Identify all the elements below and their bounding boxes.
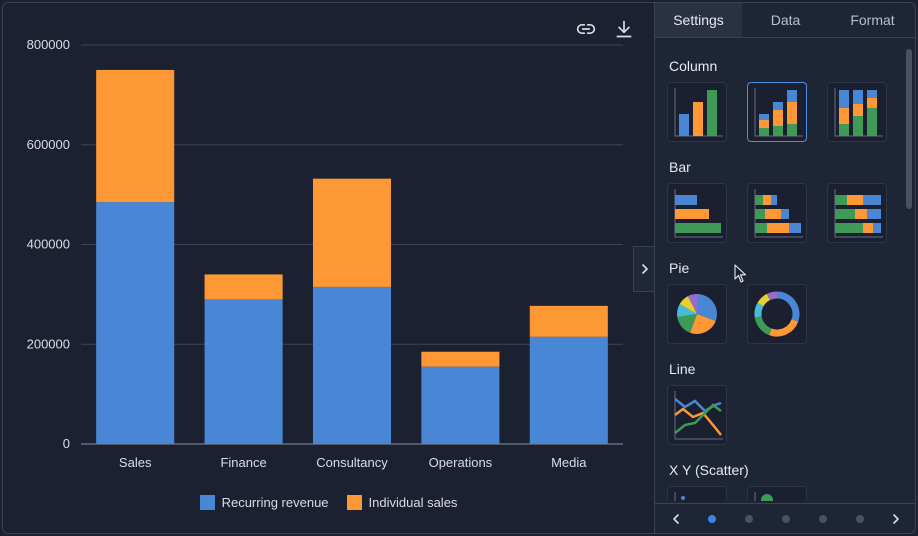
legend-item[interactable]: Individual sales: [346, 495, 458, 510]
pager-dot[interactable]: [856, 514, 864, 523]
chart-legend: Recurring revenue Individual sales: [3, 495, 654, 510]
percent-bar-icon: [834, 189, 883, 238]
chart-type-line[interactable]: [667, 385, 727, 445]
y-tick-label: 200000: [27, 336, 70, 351]
y-tick-label: 400000: [27, 237, 70, 252]
scrollbar-thumb[interactable]: [906, 49, 912, 209]
copy-link-button[interactable]: [574, 17, 598, 41]
bar-chart: 800000 600000 400000 200000 0 Sales Finance Con…: [27, 37, 623, 470]
section-title-line: Line: [669, 361, 696, 377]
scatter-chart-icon: [674, 492, 685, 501]
bar-segment-recurring: [312, 286, 392, 444]
chart-type-column-percent[interactable]: [827, 82, 887, 142]
collapse-panel-button[interactable]: [633, 246, 655, 292]
x-tick-label: Operations: [429, 455, 493, 470]
bar-segment-recurring: [529, 336, 608, 444]
bar-segment-recurring: [421, 366, 500, 444]
download-icon: [616, 20, 632, 38]
chevron-left-icon: [673, 513, 679, 524]
chart-panel: 800000 600000 400000 200000 0 Sales Finance Con…: [3, 3, 654, 533]
chart-type-bubble[interactable]: [747, 486, 807, 501]
bar-segment-individual: [529, 305, 608, 337]
percent-column-icon: [834, 88, 883, 137]
clustered-column-icon: [674, 88, 723, 137]
bar-segment-individual: [421, 351, 500, 367]
tab-settings[interactable]: Settings: [655, 3, 742, 37]
pager-dot[interactable]: [782, 514, 790, 523]
chart-type-list: Column: [655, 39, 903, 501]
x-tick-label: Sales: [119, 455, 152, 470]
chart-type-bar-stacked[interactable]: [747, 183, 807, 243]
x-tick-label: Media: [551, 455, 587, 470]
legend-label: Individual sales: [368, 495, 458, 510]
bar-segment-recurring: [204, 299, 283, 444]
chart-type-bar-percent[interactable]: [827, 183, 887, 243]
pager-dot[interactable]: [819, 514, 827, 523]
pager-dot[interactable]: [745, 514, 753, 523]
stacked-column-icon: [754, 88, 803, 137]
chart-type-pie[interactable]: [667, 284, 727, 344]
line-chart-icon: [674, 391, 723, 440]
section-title-bar: Bar: [669, 159, 691, 175]
pager-dots: [708, 514, 864, 523]
legend-swatch: [346, 495, 362, 510]
chart-type-column-clustered[interactable]: [667, 82, 727, 142]
chevron-right-icon: [893, 513, 899, 524]
bar-segment-individual: [312, 178, 392, 287]
panel-pager: [655, 503, 915, 533]
section-title-pie: Pie: [669, 260, 690, 276]
pie-chart-icon: [677, 293, 717, 334]
x-tick-label: Finance: [220, 455, 266, 470]
legend-label: Recurring revenue: [221, 495, 329, 510]
x-tick-label: Consultancy: [316, 455, 388, 470]
pager-prev-button[interactable]: [669, 512, 683, 526]
chart-toolbar: [574, 17, 636, 41]
donut-chart-icon: [754, 291, 800, 337]
y-tick-label: 0: [63, 436, 70, 451]
section-title-column: Column: [669, 58, 718, 74]
y-tick-label: 600000: [27, 137, 70, 152]
chevron-right-icon: [641, 264, 648, 274]
chart-type-donut[interactable]: [747, 284, 807, 344]
bar-segment-individual: [96, 69, 175, 203]
tab-format[interactable]: Format: [850, 12, 895, 28]
panel-tabs: Settings Data Format: [655, 3, 915, 38]
settings-panel: Settings Data Format Column: [654, 3, 915, 533]
legend-swatch: [199, 495, 215, 510]
download-button[interactable]: [612, 17, 636, 41]
bubble-chart-icon: [754, 492, 773, 501]
legend-item[interactable]: Recurring revenue: [199, 495, 329, 510]
chart-type-bar-clustered[interactable]: [667, 183, 727, 243]
y-tick-label: 800000: [27, 37, 70, 52]
pager-dot[interactable]: [708, 514, 716, 523]
pager-next-button[interactable]: [889, 512, 903, 526]
bar-segment-individual: [204, 274, 283, 300]
link-icon: [576, 24, 596, 35]
chart-type-scatter[interactable]: [667, 486, 727, 501]
bar-segment-recurring: [96, 202, 175, 444]
panel-scrollbar[interactable]: [906, 43, 912, 499]
tab-data[interactable]: Data: [770, 12, 801, 28]
stacked-bar-icon: [754, 189, 803, 238]
clustered-bar-icon: [674, 189, 723, 238]
mouse-cursor-icon: [734, 264, 747, 283]
section-title-scatter: X Y (Scatter): [669, 462, 749, 478]
chart-type-column-stacked[interactable]: [747, 82, 807, 142]
